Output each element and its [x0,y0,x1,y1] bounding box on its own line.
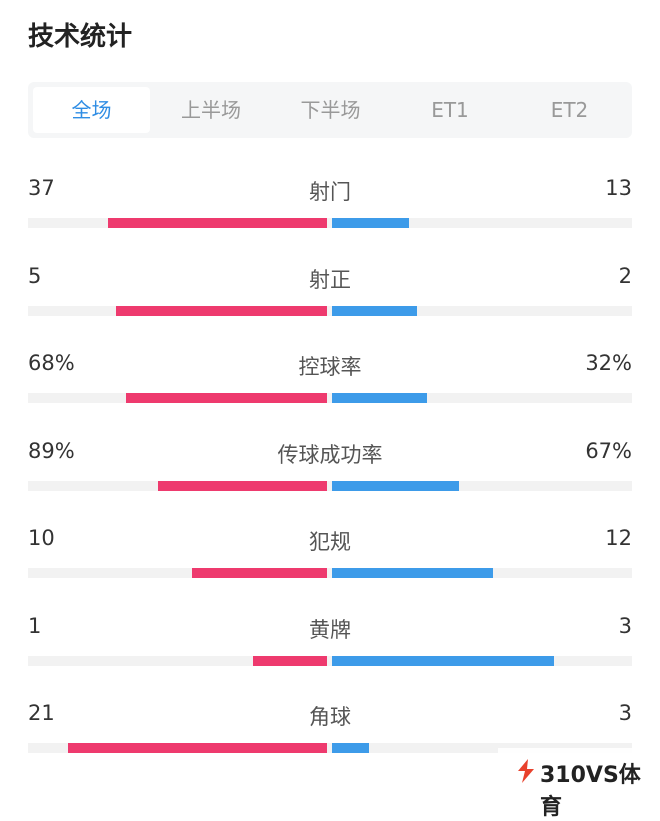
stat-name: 黄牌 [309,617,351,642]
bar-track [28,655,632,666]
tab[interactable]: ET2 [550,98,589,122]
stat-name: 犯规 [309,530,351,554]
away-bar [332,480,460,491]
stat-name: 射门 [309,180,351,204]
tab[interactable]: 全场 [33,87,150,133]
away-value: 3 [618,701,632,725]
away-value: 3 [618,613,632,638]
bar-track [28,218,632,228]
tab[interactable]: 下半场 [300,98,361,122]
title: 技术统计 [28,22,133,52]
away-bar [332,655,554,666]
home-bar [68,743,327,753]
away-value: 12 [605,526,632,550]
bar-track [28,305,632,316]
home-bar [253,655,327,666]
away-bar [332,743,369,753]
page: 技术统计 全场 上半场 下半场 ET1 ET2 37 射门 13 5 射正 2 68% 控球率 32% 8… [28,22,641,820]
away-bar [332,568,494,578]
away-bar [332,305,417,316]
home-value: 10 [28,526,55,550]
bar-track [28,568,632,578]
bar-track [28,393,632,403]
tab[interactable]: 上半场 [181,98,241,122]
home-value: 37 [28,176,55,200]
stat-name: 射正 [309,267,351,292]
home-value: 68% [28,351,75,375]
home-bar [158,480,327,491]
watermark-logo [518,759,534,783]
home-bar [115,305,327,316]
home-bar [192,568,327,578]
home-value: 89% [28,438,75,463]
away-bar [332,393,427,403]
watermark: 310VS体育 [540,763,641,820]
away-value: 32% [585,351,632,375]
away-value: 13 [605,176,632,200]
tab[interactable]: ET1 [431,98,469,122]
stat-name: 角球 [309,705,351,729]
away-value: 2 [618,263,632,288]
stat-name: 传球成功率 [277,442,383,467]
stat-name: 控球率 [298,355,362,379]
home-value: 1 [28,613,42,638]
home-value: 21 [28,701,55,725]
home-bar [107,218,327,228]
bar-track [28,743,632,753]
bar-track [28,480,632,491]
away-value: 67% [585,438,632,463]
home-value: 5 [28,263,42,288]
home-bar [125,393,327,403]
away-bar [332,218,409,228]
tab-bar: 全场 上半场 下半场 ET1 ET2 [28,82,632,138]
